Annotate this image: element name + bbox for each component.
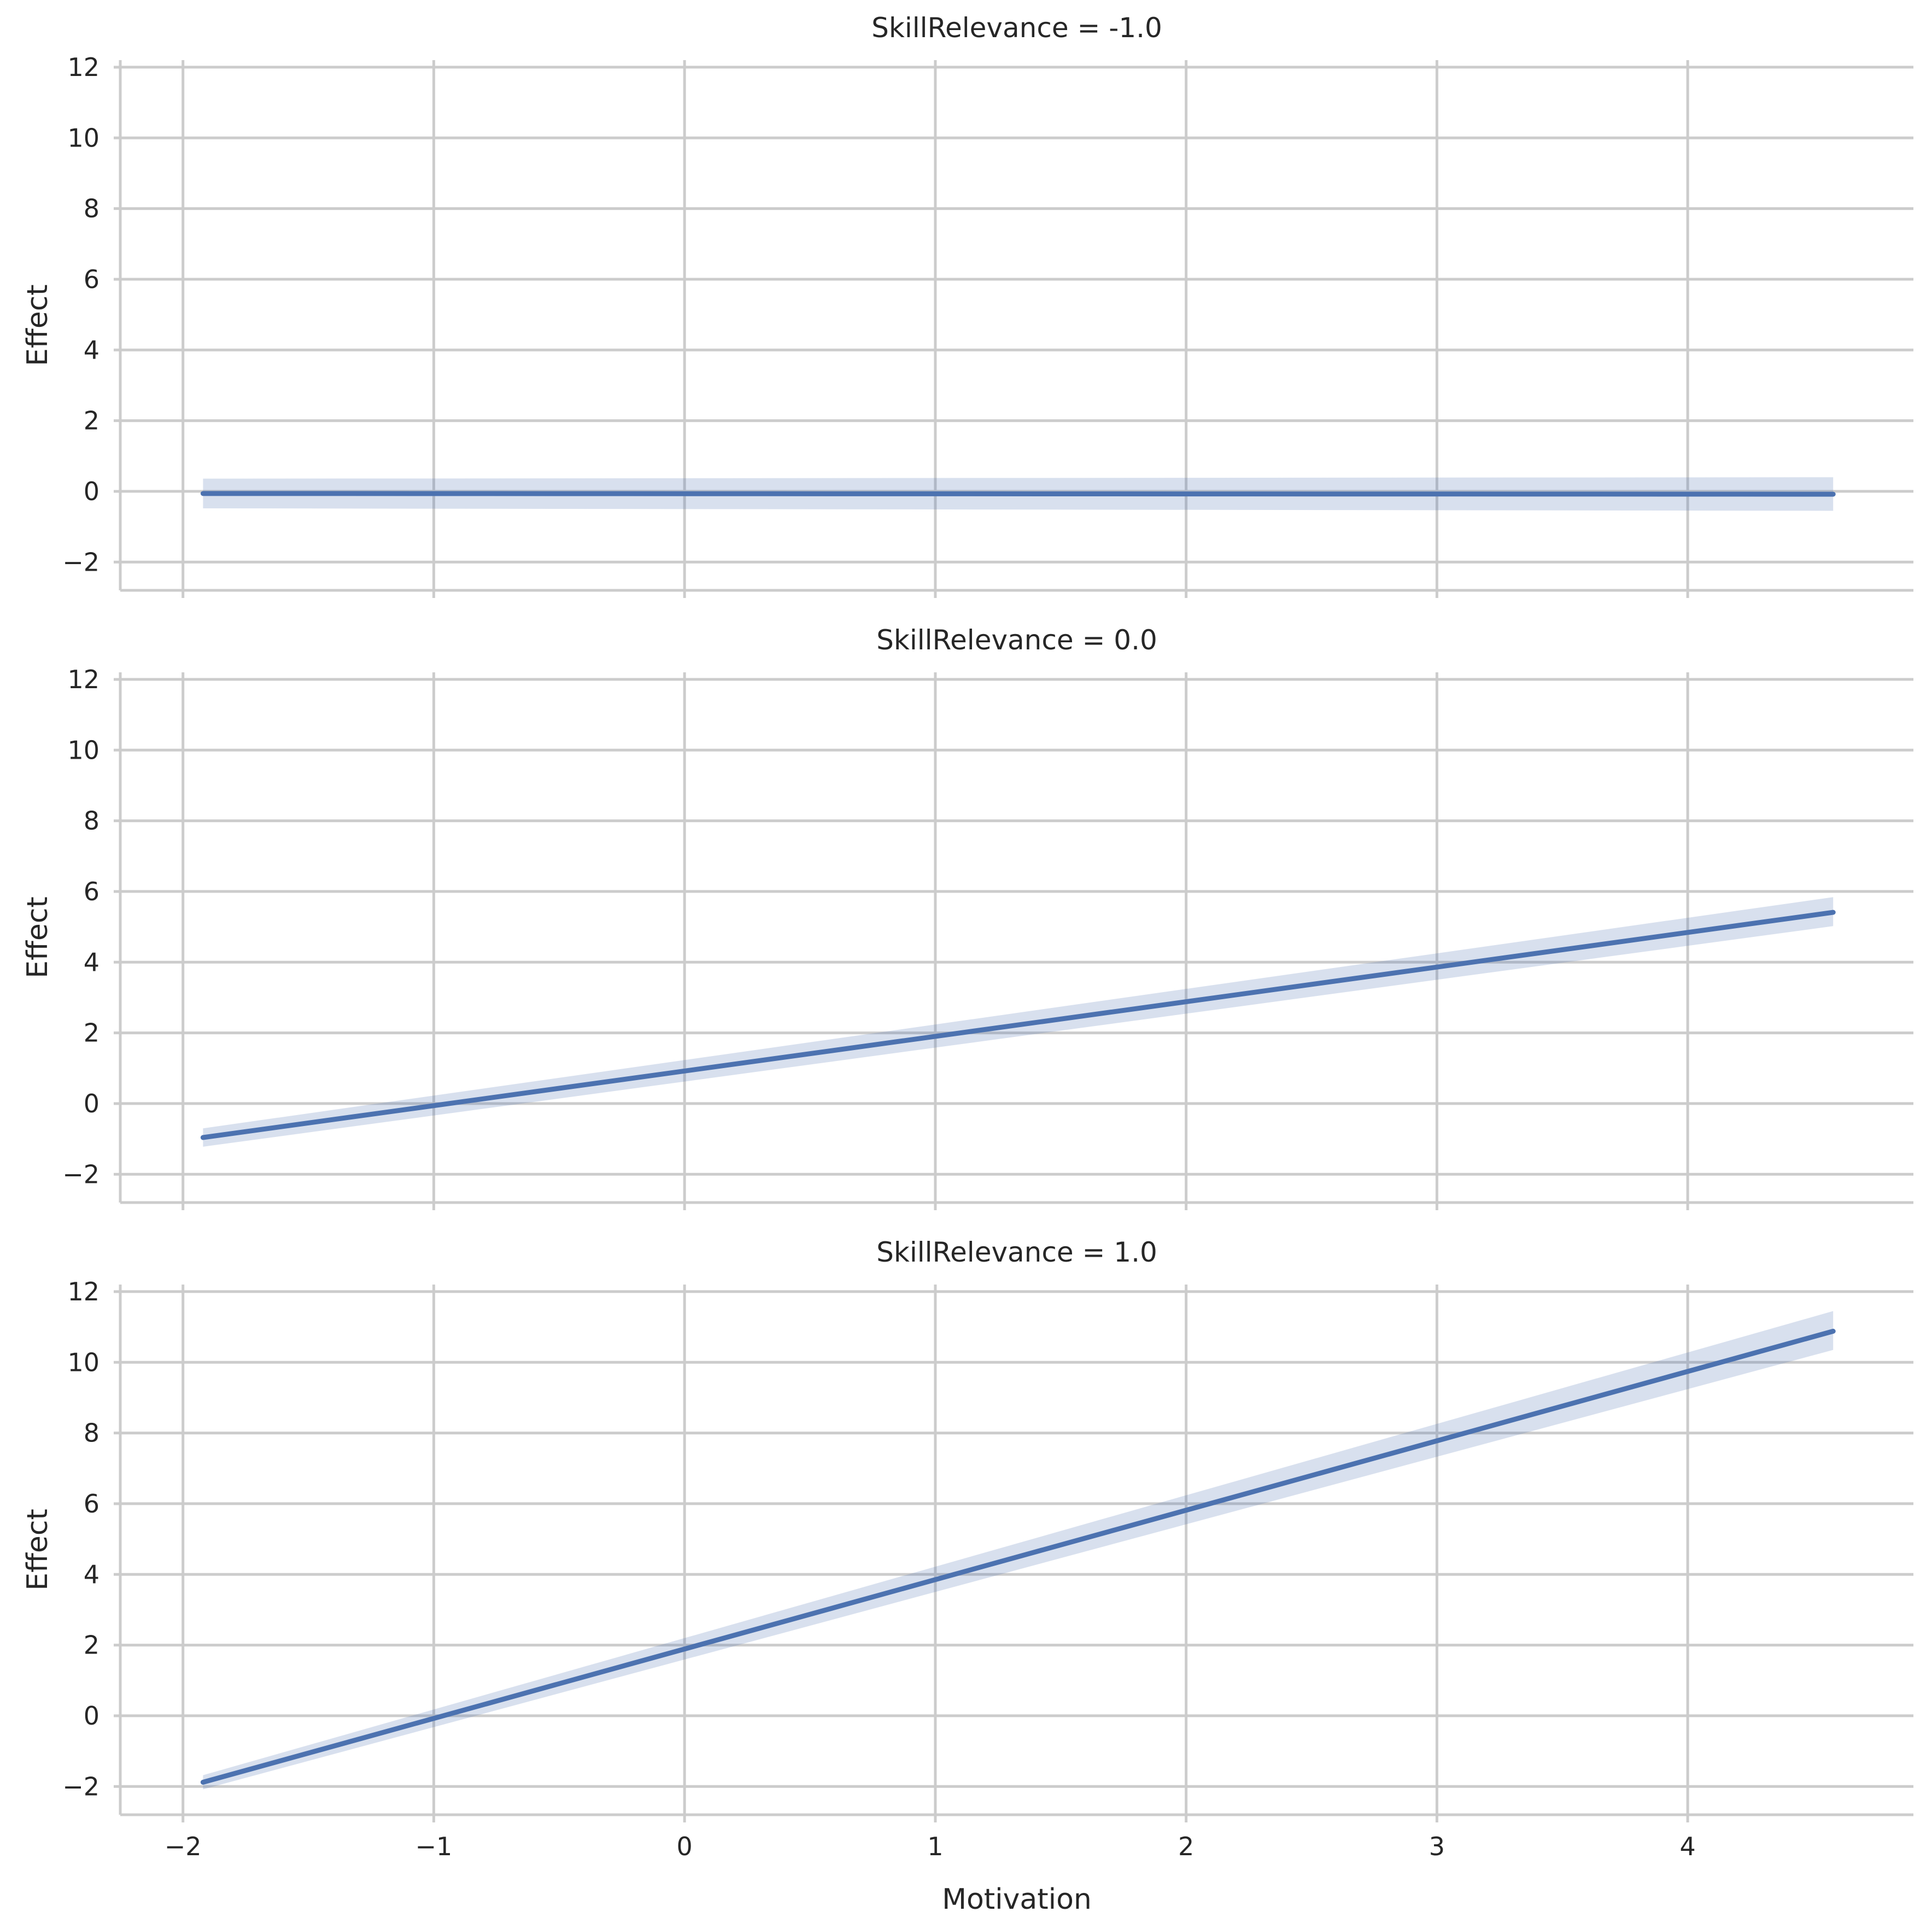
x-tick-label: 3 xyxy=(1429,1832,1445,1861)
y-tick-label: 8 xyxy=(84,806,99,836)
y-tick-label: 12 xyxy=(67,1277,99,1306)
y-tick-label: 6 xyxy=(84,1489,99,1518)
y-axis-label: Effect xyxy=(21,1509,54,1591)
y-tick-label: 10 xyxy=(67,735,99,765)
y-tick-label: −2 xyxy=(62,547,99,577)
series-line xyxy=(200,1328,1836,1785)
y-axis-label: Effect xyxy=(21,896,54,978)
y-tick-label: −2 xyxy=(62,1772,99,1801)
y-tick-label: 6 xyxy=(84,265,99,294)
y-axis-label: Effect xyxy=(21,284,54,366)
y-tick-label: 0 xyxy=(84,1089,99,1118)
panel-title: SkillRelevance = -1.0 xyxy=(871,12,1162,44)
y-tick-label: 10 xyxy=(67,1347,99,1377)
y-tick-label: 10 xyxy=(67,123,99,153)
x-tick-label: 1 xyxy=(927,1832,943,1861)
y-tick-label: 6 xyxy=(84,877,99,906)
confidence-band xyxy=(203,1311,1834,1790)
panel-title: SkillRelevance = 0.0 xyxy=(876,624,1157,656)
x-tick-label: 2 xyxy=(1178,1832,1194,1861)
facet-panel-2: SkillRelevance = 0.0 −2 0 2 4 6 8 10 12 Effect xyxy=(21,624,1913,1210)
confidence-band xyxy=(203,897,1834,1147)
y-tick-label: −2 xyxy=(62,1159,99,1189)
panel-title: SkillRelevance = 1.0 xyxy=(876,1236,1157,1268)
y-tick-label: 2 xyxy=(84,1018,99,1048)
y-tick-label: 2 xyxy=(84,406,99,436)
y-tick-label: 8 xyxy=(84,194,99,224)
y-tick-label: 2 xyxy=(84,1631,99,1660)
y-tick-label: 12 xyxy=(67,52,99,82)
y-tick-label: 12 xyxy=(67,665,99,694)
x-tick-label: 4 xyxy=(1679,1832,1695,1861)
x-tick-label: −2 xyxy=(165,1832,202,1861)
x-tick-label: 0 xyxy=(677,1832,693,1861)
y-tick-label: 4 xyxy=(84,1559,99,1589)
x-axis-label: Motivation xyxy=(942,1883,1092,1916)
y-tick-label: 4 xyxy=(84,335,99,365)
y-tick-label: 0 xyxy=(84,477,99,506)
y-tick-label: 8 xyxy=(84,1418,99,1448)
series-line xyxy=(200,910,1836,1140)
y-tick-label: 4 xyxy=(84,947,99,977)
y-tick-label: 0 xyxy=(84,1701,99,1731)
facet-panel-1: SkillRelevance = -1.0 −2 0 2 4 6 8 10 12 Effect xyxy=(21,12,1913,598)
x-tick-label: −1 xyxy=(415,1832,453,1861)
